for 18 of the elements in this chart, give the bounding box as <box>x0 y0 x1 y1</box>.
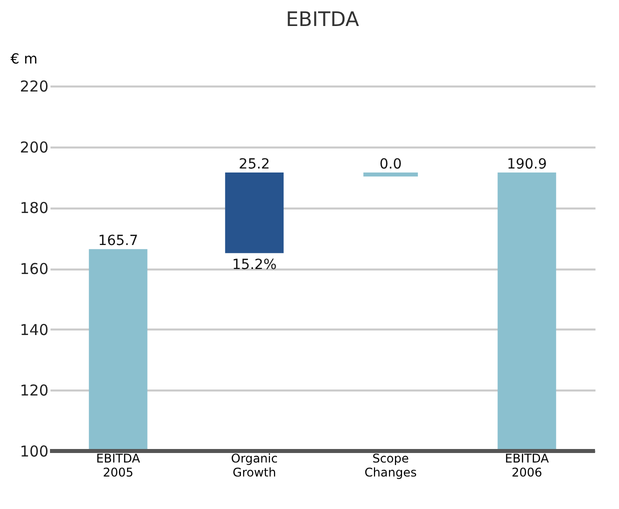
x-tick-label: Organic Growth <box>231 452 278 480</box>
data-label: 190.9 <box>506 156 547 173</box>
data-label: 0.0 <box>379 156 402 173</box>
x-tick-label: EBITDA 2006 <box>504 452 550 480</box>
y-tick-label: 100 <box>20 442 48 460</box>
x-tick-label: Scope Changes <box>364 452 417 480</box>
y-tick-label: 220 <box>20 78 48 96</box>
y-tick-label: 140 <box>20 320 48 339</box>
data-label: 25.2 <box>238 156 270 173</box>
y-tick-label: 120 <box>20 382 48 400</box>
data-label: 165.7 <box>98 233 138 250</box>
y-axis-title: € m <box>10 52 38 68</box>
annotation: 15.2% <box>232 257 277 274</box>
x-tick-label: EBITDA 2005 <box>96 452 141 480</box>
y-tick-label: 160 <box>20 260 48 278</box>
y-tick-label: 180 <box>20 199 48 218</box>
chart-title: EBITDA <box>286 7 360 31</box>
y-tick-label: 200 <box>20 138 48 156</box>
